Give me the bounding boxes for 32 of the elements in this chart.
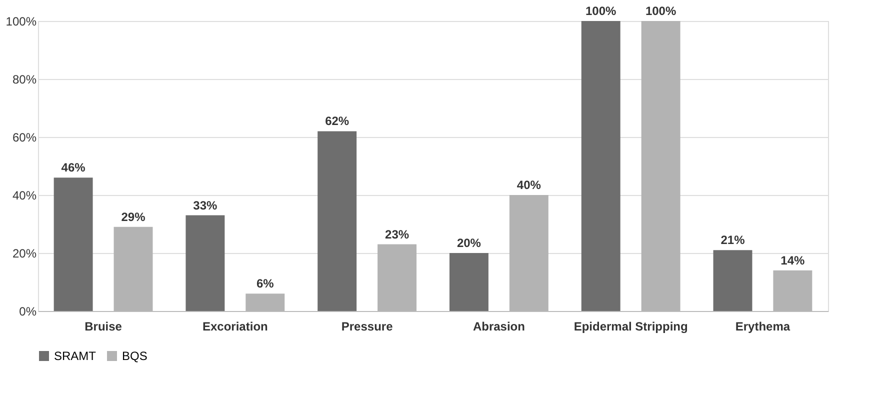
data-label: 29%: [121, 210, 146, 224]
bar: [581, 21, 620, 311]
legend-label: SRAMT: [54, 349, 97, 363]
data-label: 46%: [61, 160, 86, 175]
bar: [54, 178, 93, 311]
data-label: 21%: [720, 233, 746, 248]
data-label: 33%: [193, 198, 218, 212]
x-tick-label: Epidermal Stripping: [574, 320, 688, 334]
y-tick-label: 20%: [12, 246, 37, 260]
bar: [449, 253, 488, 311]
x-tick-label: Pressure: [341, 320, 394, 334]
y-tick-label: 0%: [19, 304, 37, 318]
x-tick-label: Erythema: [735, 320, 790, 334]
x-tick-label: Excoriation: [202, 320, 268, 334]
data-label: 23%: [385, 227, 410, 242]
y-tick-label: 100%: [6, 14, 37, 28]
data-label: 100%: [645, 4, 676, 18]
y-tick-label: 40%: [12, 188, 37, 202]
legend-label: BQS: [122, 349, 148, 363]
bar: [186, 215, 225, 311]
data-label: 62%: [325, 114, 350, 128]
y-tick-label: 80%: [12, 72, 37, 86]
data-label: 100%: [586, 4, 617, 18]
x-tick-label: Bruise: [84, 320, 122, 334]
bar: [318, 131, 357, 311]
y-tick-label: 60%: [12, 130, 37, 144]
data-label: 14%: [780, 253, 806, 268]
data-label: 6%: [256, 276, 274, 291]
bar: [713, 250, 752, 311]
data-label: 20%: [456, 236, 482, 250]
x-tick-label: Abrasion: [472, 320, 525, 334]
data-label: 40%: [516, 178, 542, 192]
